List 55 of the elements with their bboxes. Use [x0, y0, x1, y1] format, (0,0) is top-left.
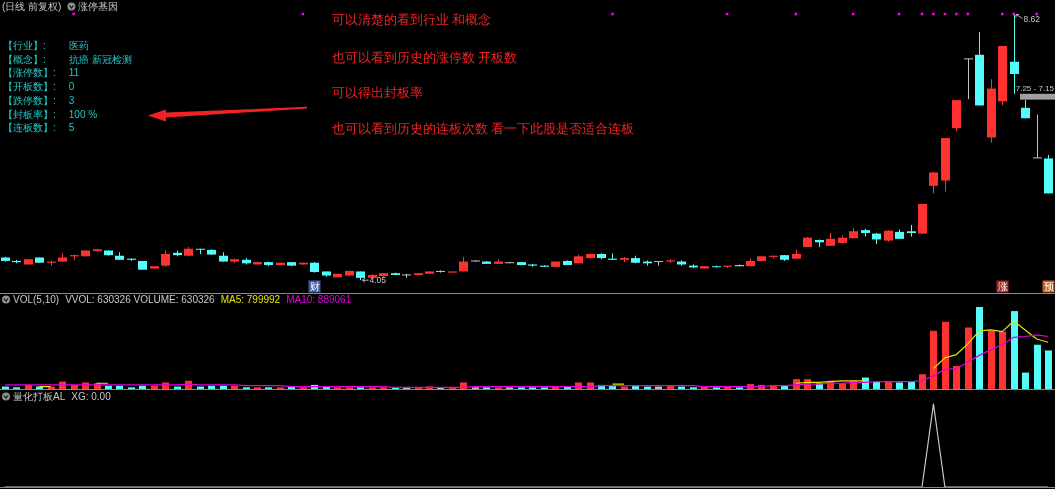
bar: [151, 385, 158, 389]
text: 【跌停数】: 3: [3, 94, 75, 106]
annotation: 8.62: [1023, 14, 1041, 24]
chart-subtitle: VVOL: 630326 VOLUME: 630326: [65, 294, 216, 305]
bar: [667, 385, 674, 389]
chart-title: 量化打板AL: [13, 391, 66, 402]
annotation: 也可以看到历史的涨停数 开板数: [332, 50, 518, 65]
bar: [139, 385, 146, 389]
bar: [919, 374, 926, 389]
bar: [105, 385, 112, 389]
bar: [953, 366, 960, 389]
text: 【封板率】: 100 %: [3, 108, 98, 120]
candlestick: [436, 269, 445, 274]
bar: [1045, 350, 1052, 389]
chart-title: (日线 前复权): [2, 1, 62, 12]
chart-subtitle: 涨停基因: [78, 1, 119, 12]
bar: [632, 385, 639, 389]
bar: [1022, 372, 1029, 389]
bar: [988, 330, 995, 389]
bar: [781, 385, 788, 389]
text: 【开板数】: 0: [3, 81, 75, 93]
bar: [873, 381, 880, 389]
annotation: 可以得出封板率: [332, 84, 423, 100]
text: 【概念】: 抗癌 新冠检测: [3, 53, 132, 65]
text: 【连板数】: 5: [3, 122, 75, 134]
bar: [1011, 311, 1018, 389]
bar: [208, 385, 215, 389]
candlestick: [608, 252, 617, 261]
bar: [942, 321, 949, 389]
bar: [220, 385, 227, 389]
bar: [116, 385, 123, 389]
text: 【涨停数】: 11: [3, 67, 80, 79]
bar: [965, 327, 972, 389]
annotation: 可以清楚的看到行业 和概念: [332, 12, 492, 27]
bar: [609, 385, 616, 389]
text: MA10: 889061: [286, 294, 352, 305]
candlestick: [929, 171, 938, 194]
bar: [231, 385, 238, 389]
chart-title: VOL(5,10): [13, 294, 60, 305]
candlestick: [654, 261, 663, 267]
text: MA5: 799992: [220, 294, 281, 305]
text: XG: 0.00: [71, 391, 112, 402]
bar: [896, 382, 903, 389]
annotation: 4.05: [369, 275, 387, 286]
annotation: 也可以看到历史的连板次数 看一下此股是否适合连板: [332, 121, 635, 136]
candlestick: [964, 58, 973, 100]
bar: [999, 331, 1006, 389]
bar: [908, 381, 915, 389]
bar: [1034, 344, 1041, 389]
bar: [976, 307, 983, 389]
candlestick: [1033, 114, 1042, 159]
annotation: 7.25 - 7.15: [1015, 84, 1055, 94]
bar: [885, 381, 892, 389]
bar: [930, 330, 937, 389]
text: 【行业】: 医药: [3, 40, 89, 51]
